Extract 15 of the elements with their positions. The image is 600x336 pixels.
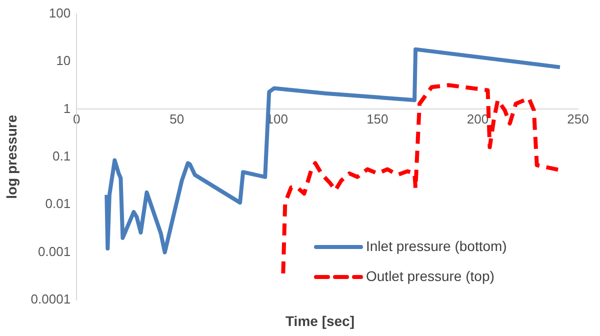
y-tick-label: 0.01 [45, 196, 71, 212]
legend-label: Outlet pressure (top) [366, 268, 494, 284]
x-tick-label: 50 [170, 112, 184, 127]
y-axis-title: log pressure [3, 114, 20, 199]
y-tick-label: 1 [63, 100, 71, 116]
x-tick-label: 150 [366, 112, 388, 127]
x-axis-title: Time [sec] [284, 313, 356, 329]
y-tick-label: 100 [48, 5, 71, 20]
legend-label: Inlet pressure (bottom) [366, 238, 507, 254]
y-tick-label: 0.001 [38, 244, 71, 259]
y-tick-label: 0.1 [52, 148, 71, 164]
x-tick-label: 250 [567, 112, 589, 127]
y-tick-label: 0.0001 [30, 292, 71, 307]
x-tick-label: 200 [466, 112, 489, 127]
y-tick-label: 10 [56, 53, 71, 68]
